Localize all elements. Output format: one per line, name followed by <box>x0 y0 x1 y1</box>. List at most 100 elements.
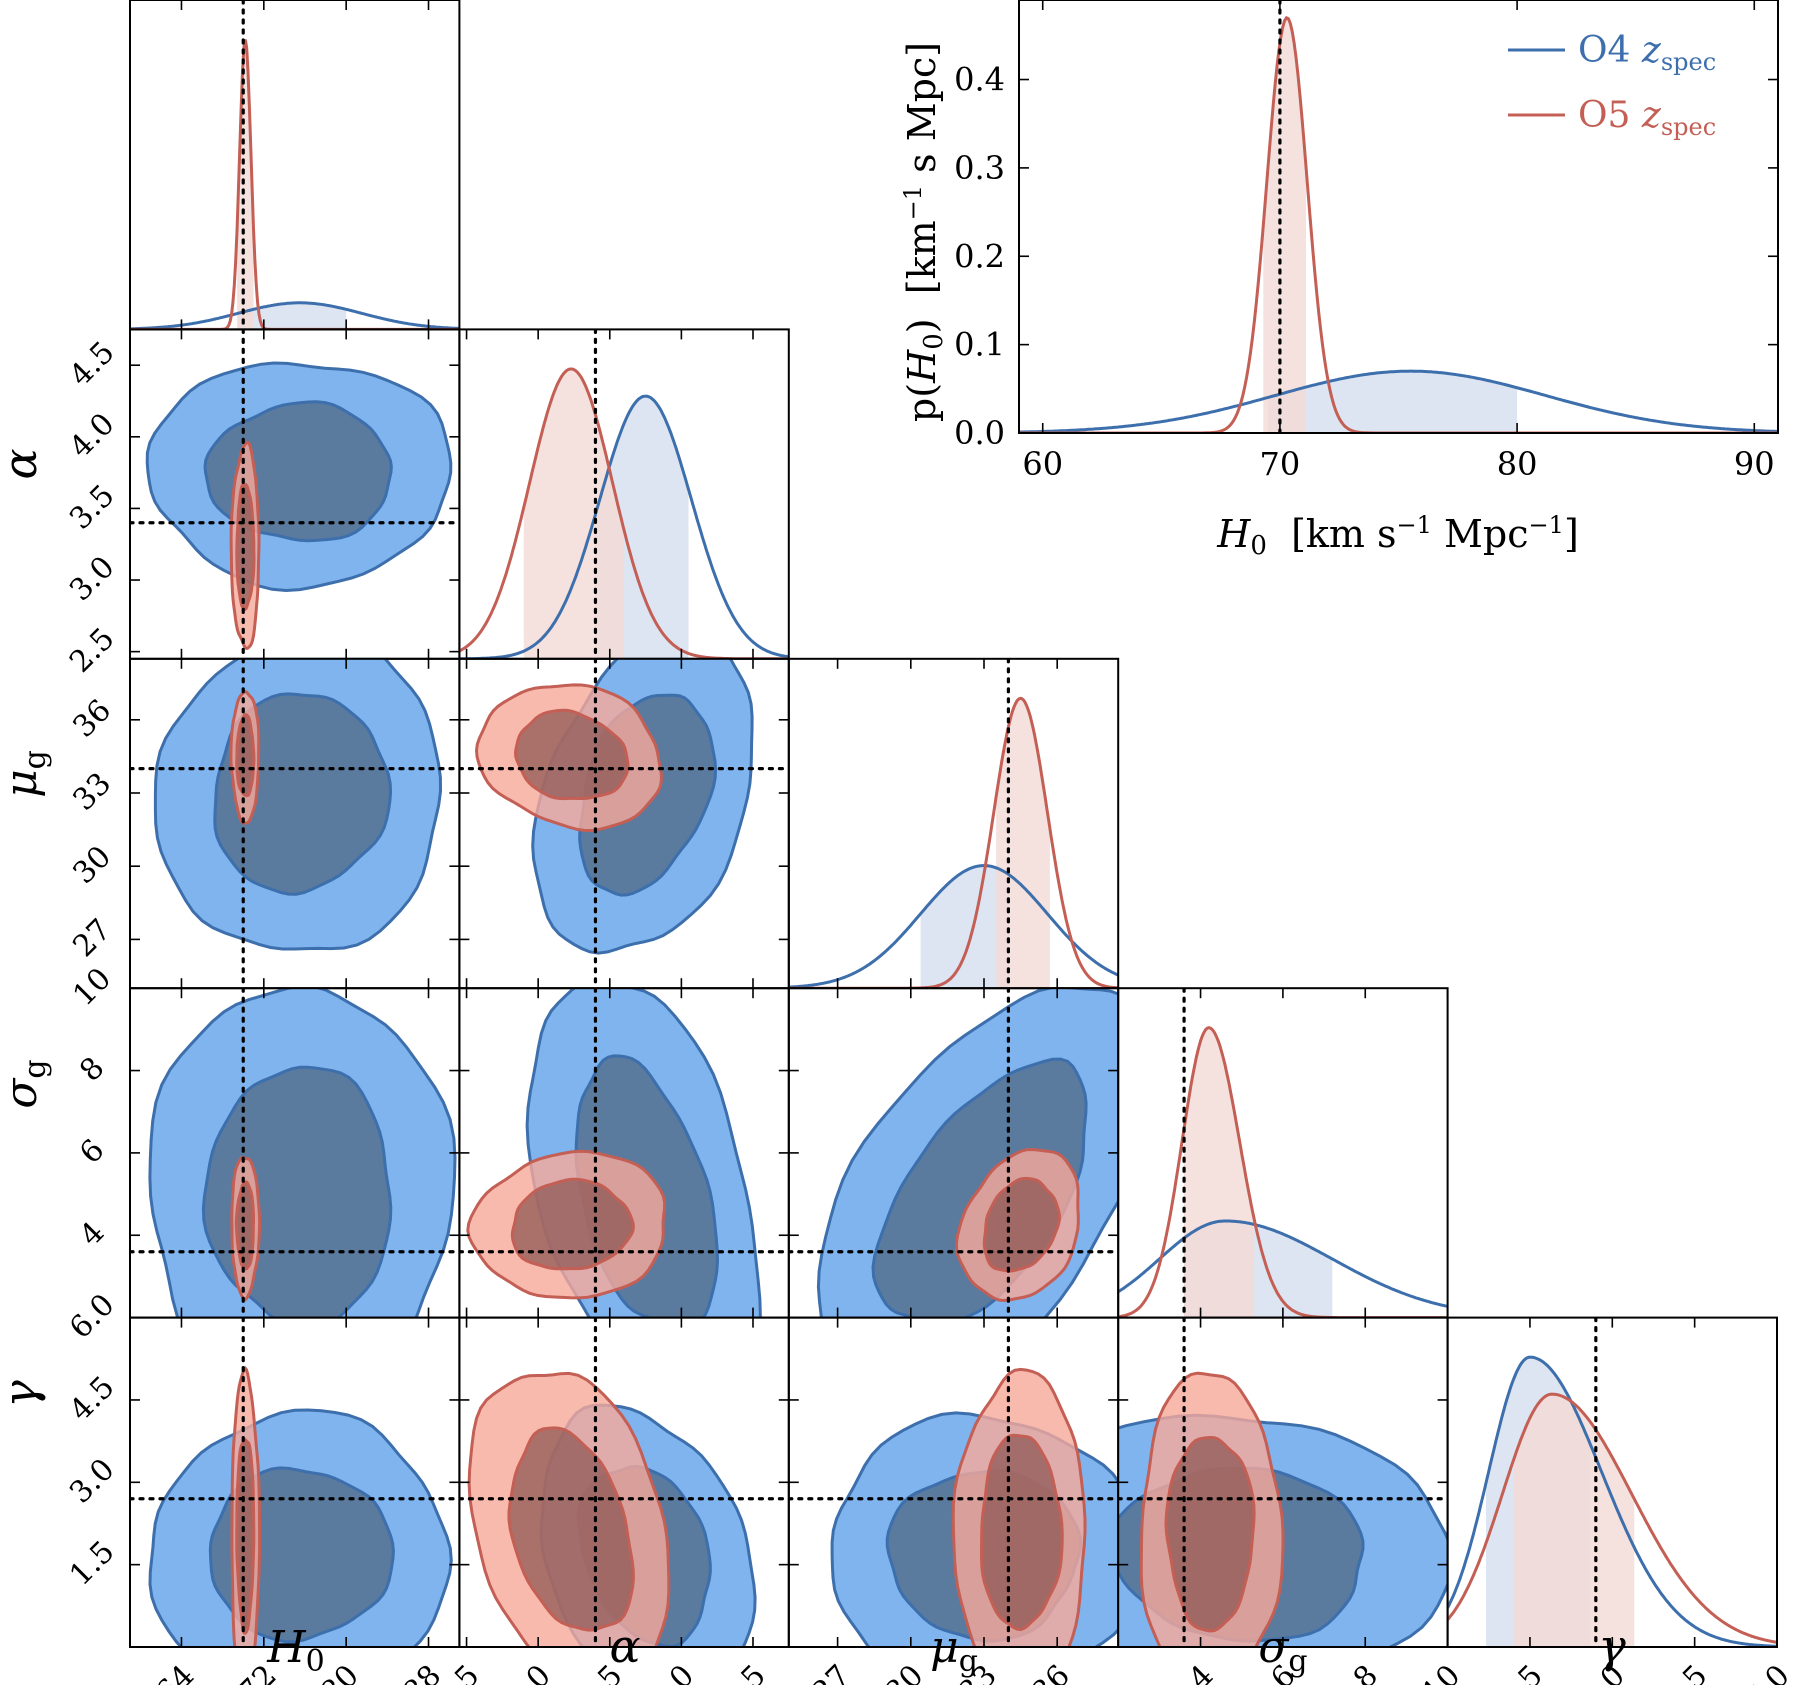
inset-y-tick-label: 0.4 <box>954 61 1005 99</box>
x-tick-label-sigma_g: 8 <box>1347 1658 1385 1685</box>
y-axis-label-gamma: γ <box>0 1380 47 1408</box>
x-tick-label-alpha: 4.0 <box>643 1658 701 1685</box>
panel-sigma_g-vs-H0: 4 6 8 10 <box>66 961 461 1319</box>
inset-x-tick-label: 90 <box>1734 445 1775 483</box>
marginal-line-o5-H0 <box>130 39 460 330</box>
panel-sigma_g-vs-alpha <box>458 987 790 1319</box>
y-tick-label-gamma: 3.0 <box>63 1452 121 1510</box>
inset-frame <box>1018 0 1779 434</box>
y-tick-label-sigma_g: 6 <box>73 1133 111 1171</box>
x-tick-label-mu_g: 30 <box>879 1658 931 1685</box>
panel-sigma_g-vs-mu_g <box>787 987 1120 1319</box>
panel-body <box>130 1317 460 1647</box>
panel-mu_g-vs-alpha <box>458 657 790 990</box>
legend-o5-label: O5 zspec <box>1578 95 1716 141</box>
inset-y-axis-label: p(H0) [km−1 s Mpc] <box>899 42 949 422</box>
x-axis-label-sigma-g: σg <box>1258 1622 1307 1679</box>
panel-body <box>130 988 460 1318</box>
inset-y-tick-label: 0.0 <box>954 414 1005 452</box>
y-axis-label-alpha: α <box>0 448 47 479</box>
panel-body <box>459 1317 789 1647</box>
legend-o4-label: O4 zspec <box>1578 30 1716 76</box>
contour-o5-inner-mu_g-vs-H0 <box>235 713 256 798</box>
panel-body <box>130 658 460 989</box>
marginal-band-o5-sigma_g <box>1184 1027 1255 1318</box>
panel-body <box>788 1317 1119 1647</box>
panel-gamma-vs-alpha: 2.53.03.54.04.5 <box>428 1316 790 1685</box>
contour-o5-inner-sigma_g-vs-alpha <box>510 1177 635 1271</box>
panel-body <box>1118 1317 1448 1647</box>
y-axis-label-mu-g: μg <box>0 750 53 798</box>
contour-o5-inner-gamma-vs-H0 <box>235 1437 256 1635</box>
panel-gamma-vs-mu_g: 27 30 33 36 <box>787 1316 1120 1685</box>
panel-gamma-vs-gamma: 1.53.04.56.0 <box>1446 1316 1797 1685</box>
marginal-line-o4-mu_g <box>788 864 1119 989</box>
panel-mu_g-vs-mu_g <box>787 657 1120 990</box>
y-tick-label-sigma_g: 10 <box>66 961 118 1013</box>
marginal-line-o4-alpha <box>459 394 789 659</box>
marginal-line-o5-mu_g <box>788 696 1119 989</box>
x-tick-label-mu_g: 27 <box>806 1658 858 1685</box>
x-tick-label-alpha: 3.0 <box>499 1658 557 1685</box>
y-tick-label-sigma_g: 4 <box>73 1215 111 1253</box>
x-tick-label-H0: 64 <box>150 1658 202 1685</box>
panel-alpha-vs-alpha <box>458 328 790 660</box>
panel-body <box>1447 1317 1777 1647</box>
marginal-line-o4-sigma_g <box>1118 1219 1448 1308</box>
marginal-band-o4-H0 <box>238 302 347 330</box>
inset-x-tick-label: 80 <box>1497 445 1538 483</box>
contour-o5-inner-sigma_g-vs-mu_g <box>982 1176 1061 1273</box>
marginal-band-o5-gamma <box>1513 1394 1635 1647</box>
y-tick-label-alpha: 3.5 <box>63 478 121 536</box>
marginal-line-o5-gamma <box>1447 1392 1777 1644</box>
inset-y-tick-label: 0.3 <box>954 149 1005 187</box>
y-tick-label-mu_g: 36 <box>66 693 118 745</box>
y-tick-label-alpha: 3.0 <box>63 550 121 608</box>
y-tick-label-gamma: 6.0 <box>63 1287 121 1345</box>
inset-y-tick-label: 0.2 <box>954 237 1005 275</box>
y-tick-label-alpha: 2.5 <box>63 621 121 679</box>
x-tick-label-sigma_g: 10 <box>1416 1658 1468 1685</box>
inset-y-tick-label: 0.1 <box>954 326 1005 364</box>
panel-body <box>459 988 789 1318</box>
x-axis-label-gamma: γ <box>1598 1619 1626 1673</box>
x-tick-label-alpha: 4.5 <box>714 1658 772 1685</box>
y-tick-label-sigma_g: 8 <box>73 1050 111 1088</box>
marginal-line-o4-gamma <box>1447 1355 1777 1647</box>
x-axis-label-mu-g: μg <box>930 1622 978 1679</box>
inset-x-axis-label: H0 [km s−1 Mpc−1] <box>1216 511 1579 561</box>
contour-o5-inner-gamma-vs-mu_g <box>980 1433 1064 1632</box>
h0-inset-plot: 60 70 80 90 0.0 0.1 0.2 0.3 0.4 O4 zspec O5 zspe… <box>899 0 1779 561</box>
x-axis-label-h0: H0 <box>266 1622 324 1679</box>
inset-legend: O4 zspec O5 zspec <box>1508 30 1716 141</box>
panel-sigma_g-vs-sigma_g <box>1117 987 1449 1319</box>
panel-body <box>788 658 1119 989</box>
y-tick-label-mu_g: 27 <box>66 912 118 964</box>
contour-o5-inner-mu_g-vs-alpha <box>513 708 630 801</box>
contour-o5-inner-gamma-vs-alpha <box>507 1426 635 1632</box>
contour-o5-inner-gamma-vs-sigma_g <box>1164 1435 1256 1633</box>
y-tick-label-alpha: 4.5 <box>63 335 121 393</box>
y-tick-label-mu_g: 33 <box>66 766 118 818</box>
y-axis-label-sigma-g: σg <box>0 1059 53 1108</box>
x-tick-label-sigma_g: 4 <box>1182 1658 1220 1685</box>
axis-labels: H0 α μg σg γ α μg σg γ <box>0 448 1626 1679</box>
inset-band-o5 <box>1263 17 1306 433</box>
panel-H0-vs-H0 <box>129 0 461 331</box>
marginal-band-o5-alpha <box>523 368 625 659</box>
panel-body <box>788 988 1119 1318</box>
x-tick-label-mu_g: 36 <box>1025 1658 1077 1685</box>
x-tick-label-gamma: 1.5 <box>1491 1658 1549 1685</box>
panel-gamma-vs-H0: 64 72 80 881.53.04.56.0 <box>63 1287 461 1685</box>
panel-gamma-vs-sigma_g: 4 6 8 10 <box>1117 1316 1468 1685</box>
panel-body <box>130 329 460 659</box>
y-tick-label-gamma: 4.5 <box>63 1370 121 1428</box>
panel-body <box>459 658 789 989</box>
inset-x-tick-label: 70 <box>1260 445 1301 483</box>
x-axis-label-alpha: α <box>609 1619 640 1673</box>
contour-o5-inner-alpha-vs-H0 <box>235 482 256 611</box>
inset-line-o4 <box>1019 369 1778 433</box>
marginal-band-o4-mu_g <box>920 865 1009 989</box>
inset-x-tick-label: 60 <box>1022 445 1063 483</box>
